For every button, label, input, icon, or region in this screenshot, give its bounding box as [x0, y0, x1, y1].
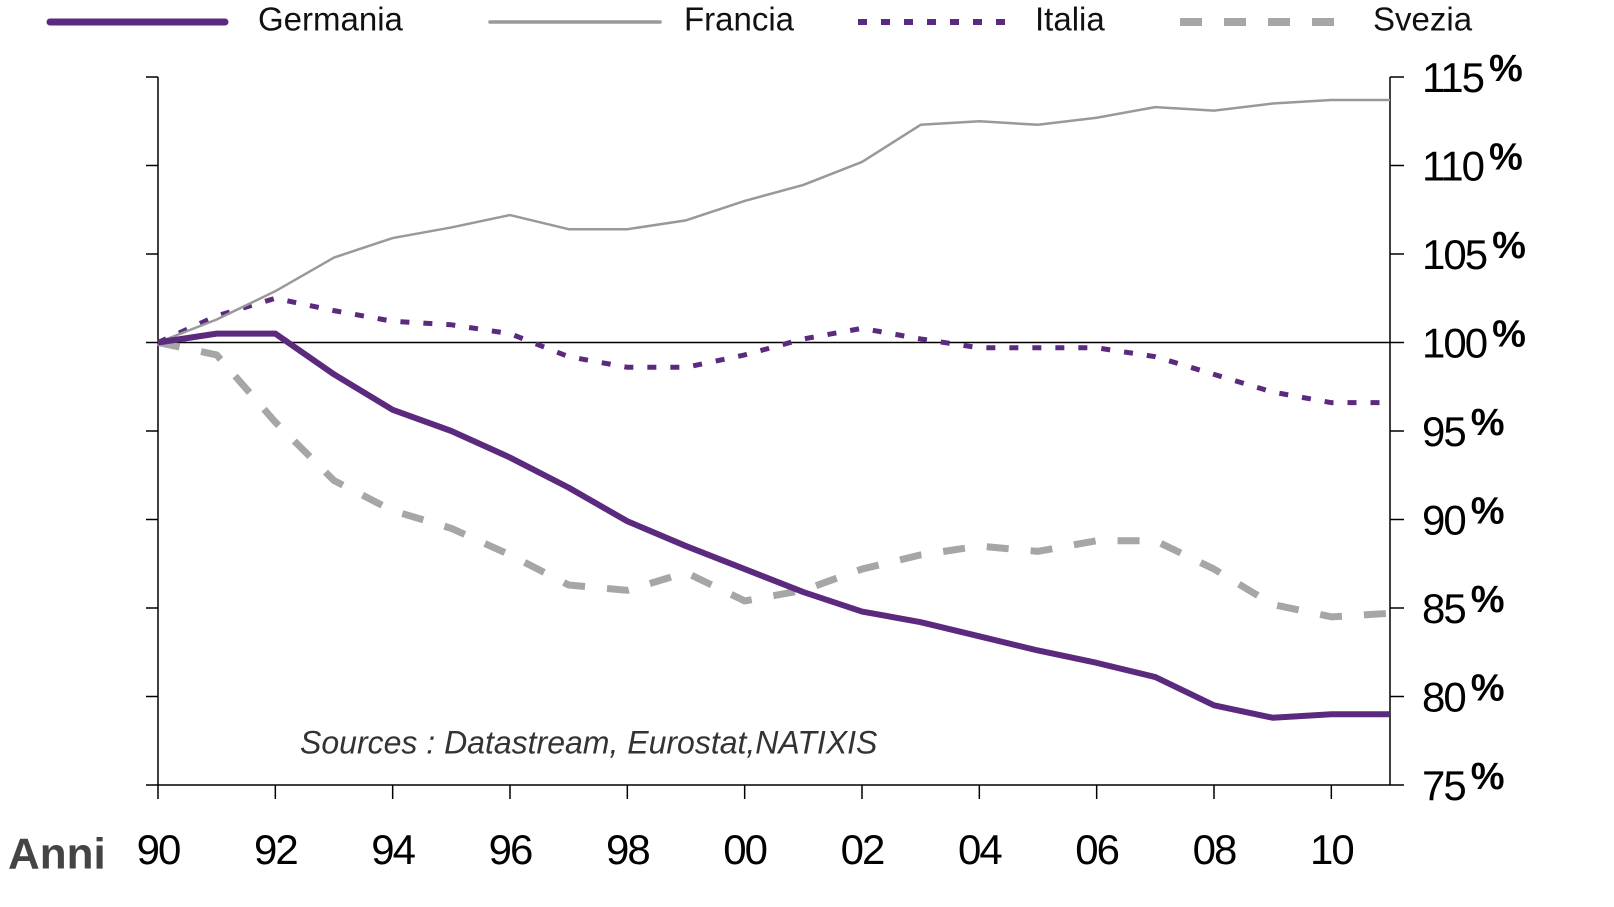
x-tick-label: 90: [137, 826, 180, 873]
y-unit: %: [1471, 579, 1505, 621]
x-tick-label: 06: [1075, 826, 1118, 873]
series-line: [157, 339, 1391, 621]
legend-label: Francia: [684, 1, 795, 38]
x-tick-label: 04: [958, 826, 1002, 873]
y-unit: %: [1471, 668, 1505, 710]
y-unit: %: [1471, 491, 1505, 533]
y-tick-label: 75: [1422, 762, 1465, 809]
y-tick-label: 90: [1422, 497, 1465, 544]
y-tick-label: 100: [1422, 320, 1487, 367]
legend-label: Germania: [258, 1, 404, 38]
y-unit: %: [1471, 756, 1505, 798]
x-tick-label: 92: [254, 826, 297, 873]
series-line: [156, 295, 1390, 406]
y-tick-label: 95: [1422, 408, 1465, 455]
x-tick-label: 08: [1193, 826, 1236, 873]
x-tick-label: 00: [723, 826, 766, 873]
y-tick-label: 85: [1422, 585, 1465, 632]
x-axis-label: Anni: [8, 830, 106, 879]
series-line: [157, 330, 1390, 721]
x-tick-label: 10: [1310, 826, 1353, 873]
y-tick-label: 80: [1422, 674, 1465, 721]
legend-label: Italia: [1035, 1, 1105, 38]
y-tick-label: 115: [1422, 54, 1484, 101]
y-unit: %: [1492, 225, 1526, 267]
annotation: Sources : Datastream, Eurostat,NATIXIS: [300, 724, 877, 760]
y-unit: %: [1492, 314, 1526, 356]
y-tick-label: 105: [1422, 231, 1487, 278]
y-unit: %: [1489, 137, 1523, 179]
y-unit: %: [1471, 402, 1505, 444]
series-line: [157, 98, 1390, 344]
legend-label: Svezia: [1373, 1, 1473, 38]
x-tick-label: 02: [841, 826, 884, 873]
y-tick-label: 110: [1422, 143, 1484, 190]
x-tick-label: 94: [371, 826, 415, 873]
x-tick-label: 98: [606, 826, 649, 873]
x-tick-label: 96: [489, 826, 532, 873]
y-unit: %: [1489, 48, 1523, 90]
